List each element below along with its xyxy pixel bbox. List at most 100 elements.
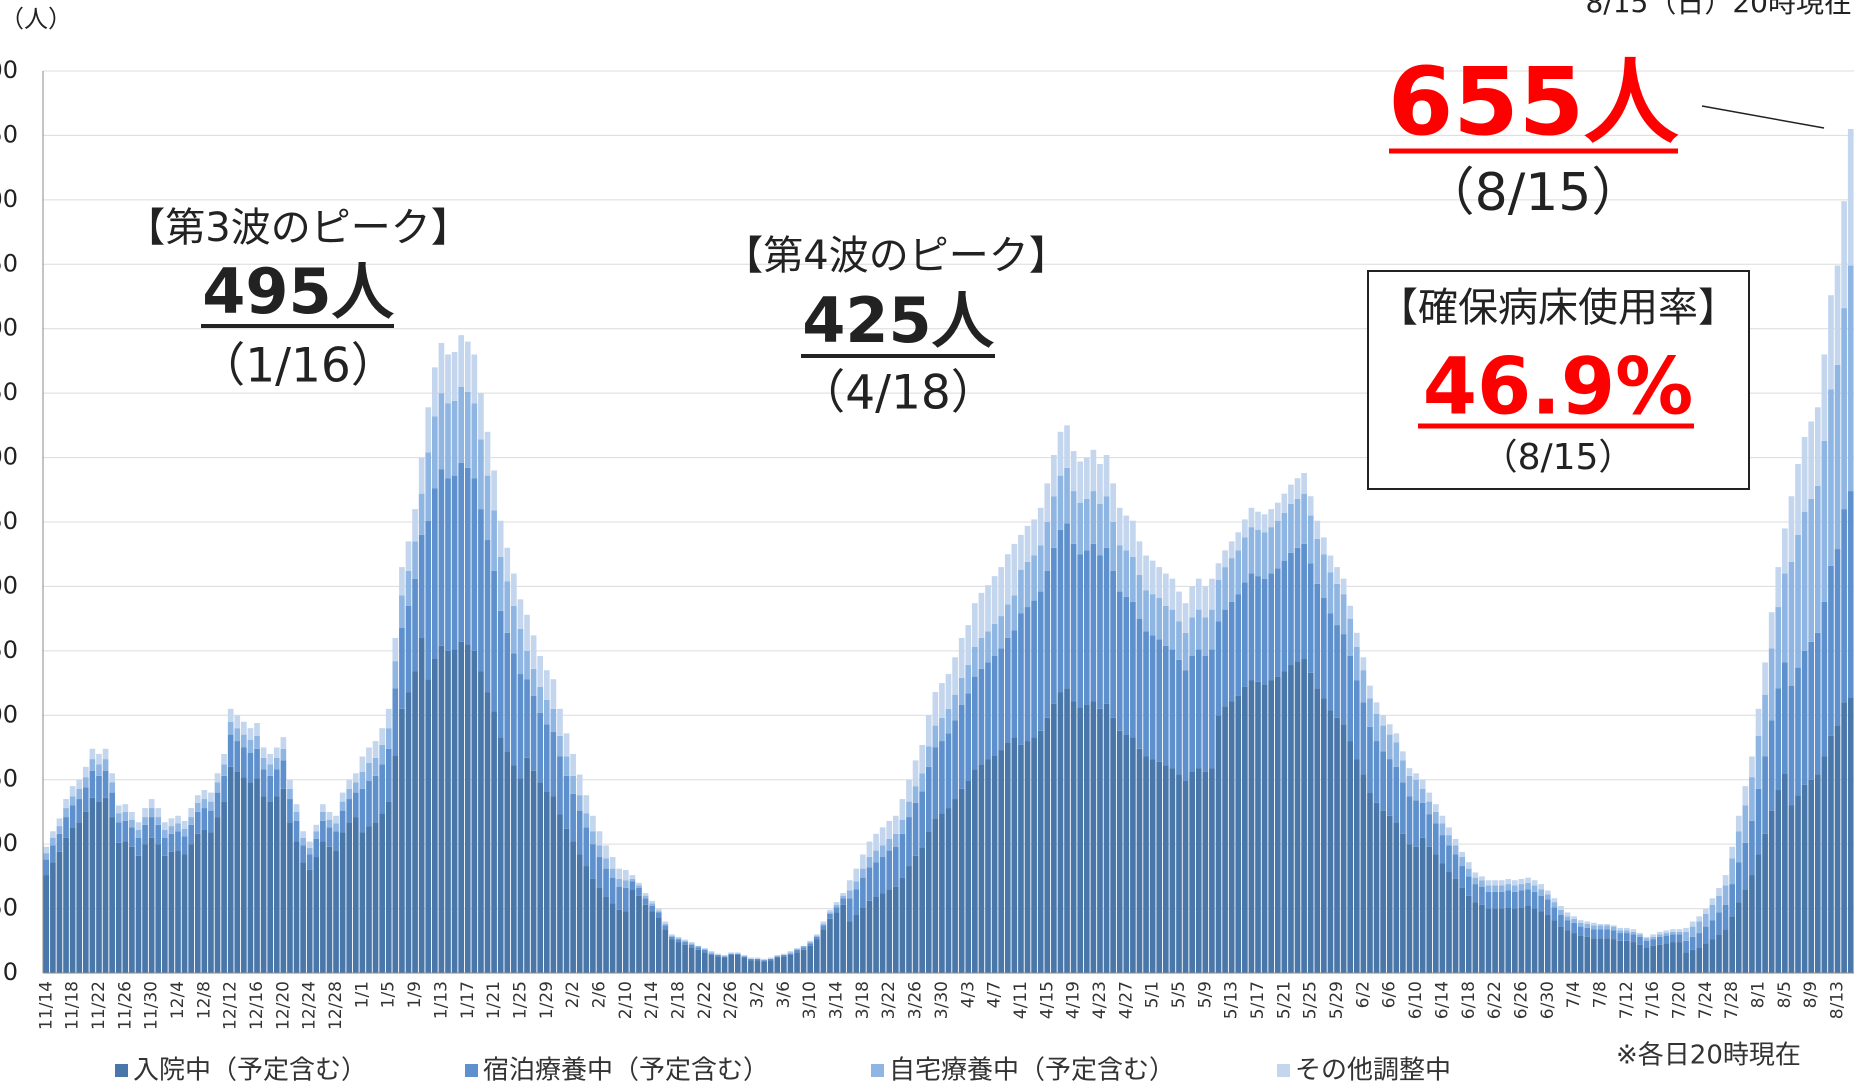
bar-segment [1031, 600, 1037, 738]
bar-segment [629, 881, 636, 890]
bed-box [1367, 270, 1750, 490]
bar-segment [662, 924, 669, 926]
bar-segment [833, 902, 840, 905]
x-tick-label: 6/2 [1353, 981, 1373, 1008]
bar-segment [333, 831, 339, 851]
bar-segment [1689, 936, 1696, 950]
bar-segment [1525, 877, 1531, 883]
bar-segment [688, 947, 695, 973]
bar-segment [1116, 591, 1123, 731]
bar-segment [471, 478, 478, 651]
bar-segment [1505, 878, 1512, 885]
bar-segment [432, 658, 438, 973]
bar-segment [570, 775, 576, 794]
bar-segment [458, 335, 465, 387]
bar-segment [866, 841, 873, 858]
bar-segment [846, 880, 853, 891]
x-tick-label: 3/14 [827, 981, 847, 1019]
bar-segment [1209, 649, 1215, 769]
bar-segment [1360, 657, 1367, 671]
bar-segment [1031, 737, 1037, 973]
bar-segment [1538, 911, 1545, 973]
bar-segment [1044, 522, 1051, 571]
bar-segment [715, 954, 721, 957]
bar-segment [208, 810, 214, 833]
bar-segment [748, 958, 754, 961]
bar-segment [1294, 498, 1301, 548]
bar-segment [1169, 609, 1176, 650]
bar-segment [1663, 935, 1670, 944]
bar-segment [1643, 940, 1650, 948]
bar-segment [1571, 916, 1577, 919]
bar-segment [807, 940, 814, 943]
bar-segment [82, 811, 89, 973]
bar-segment [1531, 885, 1538, 892]
bar-segment [873, 833, 879, 851]
bar-segment [63, 837, 69, 973]
bar-segment [1426, 801, 1433, 815]
bar-segment [616, 886, 623, 910]
bar-segment [247, 728, 254, 740]
bar-segment [1235, 695, 1242, 973]
bar-segment [1814, 774, 1821, 973]
bar-segment [1222, 567, 1228, 610]
bar-segment [1670, 929, 1676, 932]
bar-segment [557, 814, 563, 973]
bar-segment [1360, 702, 1367, 775]
x-tick-label: 3/26 [906, 981, 926, 1019]
bar-segment [1327, 710, 1334, 973]
bar-segment [135, 855, 142, 973]
bar-segment [596, 887, 603, 973]
bar-segment [1775, 688, 1782, 791]
bar-segment [1610, 926, 1617, 931]
bar-segment [1808, 779, 1815, 973]
bar-segment [260, 796, 267, 973]
bar-segment [1077, 707, 1084, 973]
bar-segment [1018, 569, 1024, 614]
bar-segment [1656, 936, 1663, 945]
bar-segment [1446, 827, 1452, 836]
wave4-date: （4/18） [798, 366, 998, 421]
bar-segment [517, 778, 524, 973]
bar-segment [1808, 641, 1815, 780]
bar-segment [102, 797, 109, 973]
bar-segment [1439, 815, 1446, 824]
bar-segment [1479, 886, 1485, 905]
bar-segment [102, 748, 109, 760]
bar-segment [1268, 680, 1275, 973]
bar-segment [682, 940, 688, 943]
bar-segment [655, 912, 662, 918]
bar-segment [1452, 838, 1459, 846]
bar-segment [596, 831, 603, 846]
bar-segment [1544, 899, 1551, 916]
y-tick-label: 400 [0, 443, 18, 471]
bar-segment [379, 744, 385, 765]
bar-segment [379, 728, 385, 745]
bar-segment [537, 782, 544, 973]
bar-segment [800, 947, 807, 950]
bar-segment [1301, 658, 1307, 973]
bar-segment [1070, 543, 1077, 702]
x-tick-label: 11/26 [115, 981, 135, 1030]
bar-segment [1577, 920, 1584, 923]
bar-segment [675, 936, 682, 939]
bar-segment [1788, 496, 1795, 562]
bar-segment [1729, 884, 1736, 917]
note: ※各日20時現在 [1616, 1041, 1801, 1071]
bar-segment [214, 782, 221, 793]
bar-segment [1663, 943, 1670, 973]
bar-segment [1538, 889, 1545, 896]
bar-segment [550, 708, 557, 733]
bar-segment [833, 912, 840, 973]
bar-segment [576, 795, 583, 811]
bar-segment [1821, 354, 1828, 441]
legend-label: 宿泊療養中（予定含む） [483, 1056, 769, 1086]
bar-segment [1446, 835, 1452, 846]
bar-segment [1571, 922, 1577, 934]
bar-segment [1768, 720, 1775, 811]
bar-segment [708, 954, 715, 973]
bar-segment [985, 662, 991, 760]
bar-segment [96, 764, 102, 776]
bar-segment [1373, 702, 1380, 714]
bar-segment [1775, 607, 1782, 689]
